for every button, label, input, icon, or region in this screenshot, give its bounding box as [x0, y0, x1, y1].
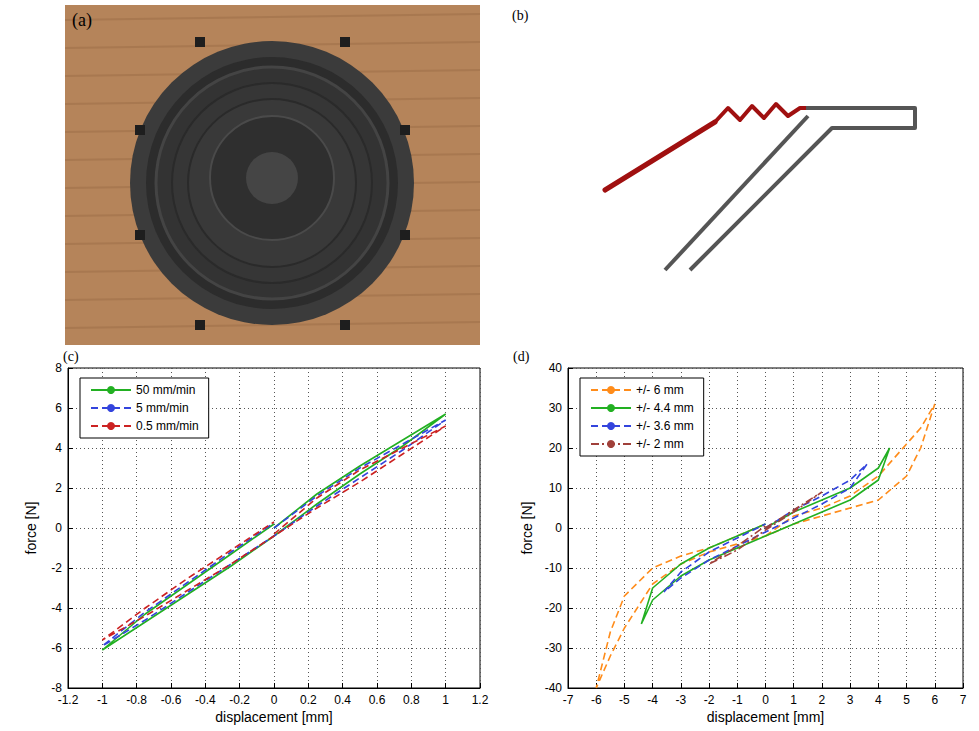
svg-text:+/- 3.6 mm: +/- 3.6 mm [636, 419, 694, 433]
svg-text:8: 8 [55, 361, 62, 375]
svg-text:0: 0 [55, 521, 62, 535]
svg-text:-0.2: -0.2 [229, 693, 250, 707]
svg-text:-6: -6 [51, 641, 62, 655]
svg-text:0.5 mm/min: 0.5 mm/min [136, 419, 199, 433]
svg-text:+/- 6 mm: +/- 6 mm [636, 383, 684, 397]
svg-text:0: 0 [555, 521, 562, 535]
svg-text:40: 40 [549, 361, 563, 375]
svg-text:50 mm/min: 50 mm/min [136, 383, 195, 397]
svg-text:-1.2: -1.2 [58, 693, 79, 707]
svg-text:-5: -5 [619, 693, 630, 707]
svg-text:displacement [mm]: displacement [mm] [707, 709, 824, 725]
svg-text:-6: -6 [591, 693, 602, 707]
svg-text:-4: -4 [647, 693, 658, 707]
svg-text:-20: -20 [545, 601, 563, 615]
svg-text:-4: -4 [51, 601, 62, 615]
svg-text:-2: -2 [51, 561, 62, 575]
svg-text:30: 30 [549, 401, 563, 415]
svg-text:0.6: 0.6 [369, 693, 386, 707]
svg-text:(b): (b) [512, 8, 529, 24]
svg-text:+/- 2 mm: +/- 2 mm [636, 437, 684, 451]
svg-text:0.2: 0.2 [300, 693, 317, 707]
svg-text:-0.6: -0.6 [161, 693, 182, 707]
svg-text:-8: -8 [51, 681, 62, 695]
svg-text:6: 6 [55, 401, 62, 415]
svg-text:4: 4 [55, 441, 62, 455]
svg-text:-1: -1 [732, 693, 743, 707]
svg-text:1: 1 [790, 693, 797, 707]
svg-text:displacement [mm]: displacement [mm] [215, 709, 332, 725]
svg-text:force [N]: force [N] [519, 502, 535, 555]
svg-text:+/- 4.4 mm: +/- 4.4 mm [636, 401, 694, 415]
svg-text:-1: -1 [97, 693, 108, 707]
svg-text:2: 2 [55, 481, 62, 495]
svg-text:3: 3 [847, 693, 854, 707]
svg-text:0: 0 [762, 693, 769, 707]
svg-text:0: 0 [271, 693, 278, 707]
svg-text:1.2: 1.2 [472, 693, 489, 707]
svg-text:-0.8: -0.8 [126, 693, 147, 707]
svg-text:-2: -2 [704, 693, 715, 707]
svg-text:1: 1 [442, 693, 449, 707]
svg-text:force [N]: force [N] [23, 502, 39, 555]
svg-text:5: 5 [903, 693, 910, 707]
svg-text:0.4: 0.4 [334, 693, 351, 707]
svg-text:(d): (d) [513, 349, 530, 365]
svg-text:-3: -3 [676, 693, 687, 707]
svg-text:5 mm/min: 5 mm/min [136, 401, 189, 415]
svg-text:4: 4 [875, 693, 882, 707]
svg-text:10: 10 [549, 481, 563, 495]
svg-text:(a): (a) [72, 10, 92, 31]
svg-text:2: 2 [819, 693, 826, 707]
svg-text:-10: -10 [545, 561, 563, 575]
svg-text:7: 7 [960, 693, 967, 707]
svg-text:-30: -30 [545, 641, 563, 655]
svg-text:20: 20 [549, 441, 563, 455]
svg-text:0.8: 0.8 [403, 693, 420, 707]
svg-text:-0.4: -0.4 [195, 693, 216, 707]
svg-text:6: 6 [931, 693, 938, 707]
svg-text:-40: -40 [545, 681, 563, 695]
svg-text:(c): (c) [63, 349, 79, 365]
svg-text:-7: -7 [563, 693, 574, 707]
